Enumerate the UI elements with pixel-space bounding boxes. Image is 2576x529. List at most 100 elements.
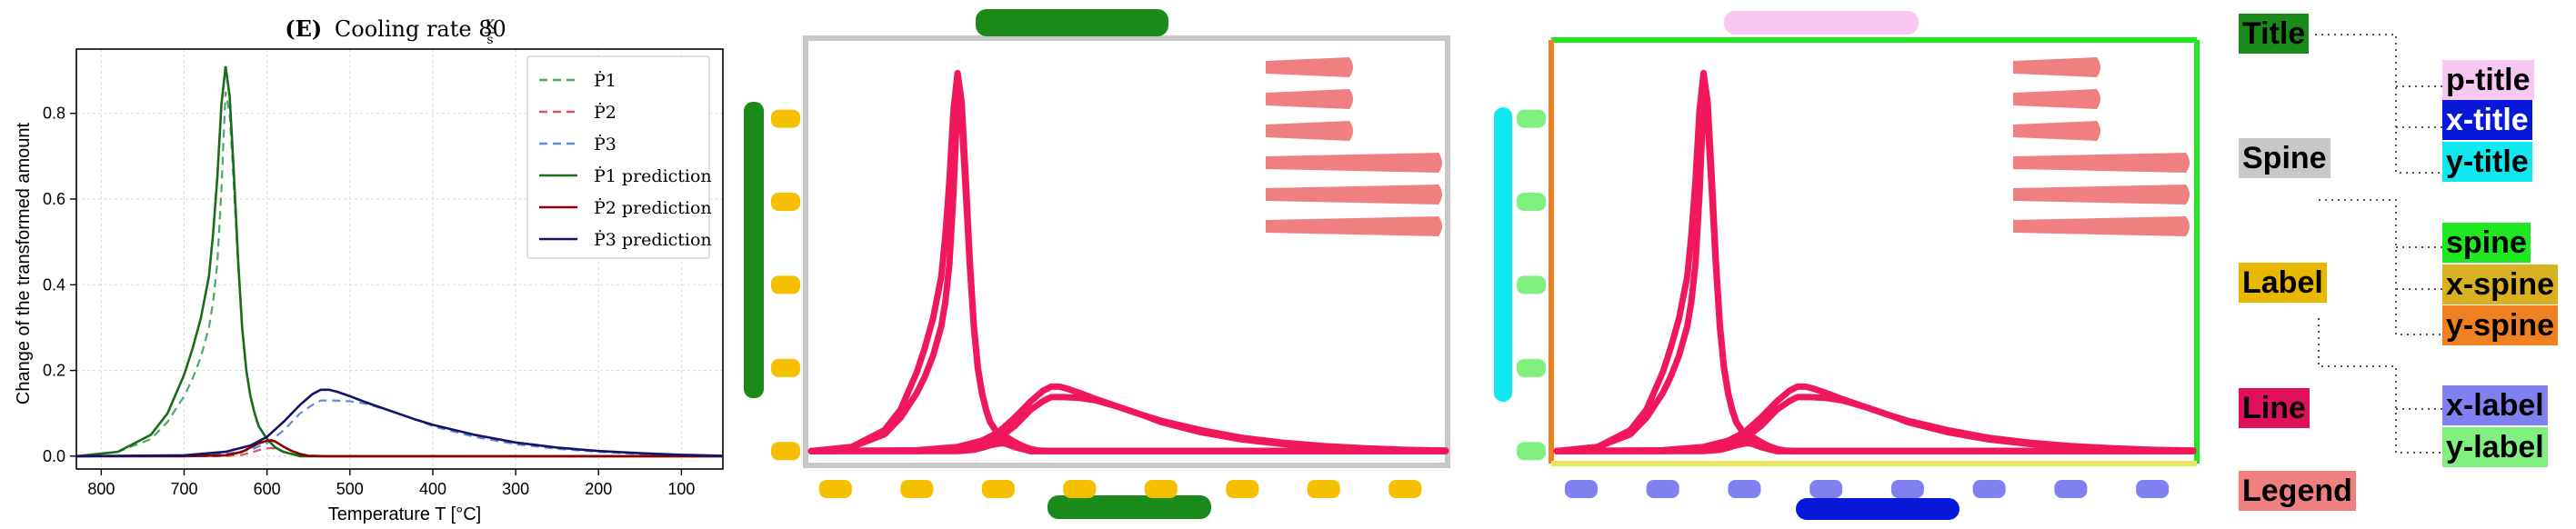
- y-tick-label: 0.0: [43, 447, 65, 465]
- y-tick-label-mask: [1517, 109, 1546, 128]
- chart-legend: Ṗ1 Ṗ2 Ṗ3 Ṗ1 prediction Ṗ2 prediction Ṗ3 predi…: [526, 55, 712, 259]
- tree-spine-child-node: spine: [2442, 223, 2531, 263]
- y-tick-label-mask: [771, 442, 800, 461]
- tree-y-label-node: y-label: [2442, 427, 2548, 467]
- x-tick-label-mask: [1728, 480, 1761, 498]
- legend-entry-label: Ṗ1: [594, 70, 616, 91]
- connector-spine: [2319, 199, 2444, 335]
- x-tick-label-mask: [1646, 480, 1679, 498]
- connector-title: [2315, 34, 2444, 174]
- line-masks-detailed: [1553, 69, 2197, 454]
- tree-p-title-node: p-title: [2442, 60, 2534, 100]
- x-tick-label-mask: [981, 480, 1015, 498]
- legend-entry-mask: [1266, 121, 1353, 141]
- spine-mask: [803, 35, 1450, 468]
- series-line-3: [76, 399, 724, 457]
- line-mask-5: [1553, 432, 2197, 454]
- x-tick-label-mask: [2136, 480, 2170, 498]
- legend-entry-label: Ṗ2: [594, 102, 616, 123]
- tree-x-label-node: x-label: [2442, 385, 2548, 425]
- x-tick-label-mask: [818, 480, 852, 498]
- x-tick-label-mask: [1063, 480, 1097, 498]
- x-axis-ticks: 800 700 600 500 400 300 200 100: [87, 469, 695, 498]
- tree-spine-node: Spine: [2239, 138, 2330, 178]
- y-title-mask-detailed: [1494, 107, 1512, 402]
- x-tick-label-mask: [1564, 480, 1598, 498]
- x-tick-label: 700: [170, 480, 197, 498]
- x-tick-label: 500: [336, 480, 364, 498]
- tree-title-node: Title: [2239, 14, 2310, 54]
- series-line-5: [76, 439, 723, 458]
- legend-entry-label: Ṗ2 prediction: [594, 197, 712, 218]
- title-mask: [976, 9, 1168, 36]
- line-masks: [807, 69, 1449, 454]
- tree-x-spine-node: x-spine: [2442, 264, 2559, 304]
- legend-entry-mask: [1266, 185, 1442, 205]
- legend-entry-mask: [2013, 121, 2100, 141]
- legend-masks-detailed: [2013, 57, 2190, 236]
- y-tick-label-mask: [771, 275, 800, 294]
- legend-entry-label: Ṗ3: [594, 134, 616, 155]
- x-tick-label: 300: [502, 480, 529, 498]
- y-tick-label-mask: [771, 358, 800, 377]
- connector-label: [2318, 318, 2444, 454]
- y-tick-label: 0.6: [43, 190, 65, 208]
- x-label-masks-detailed: [1564, 480, 2170, 498]
- chart-title-text: Cooling rate 80: [335, 16, 506, 42]
- y-tick-label-mask: [1517, 442, 1546, 461]
- y-axis-ticks: 0.0 0.2 0.4 0.6 0.8: [43, 105, 76, 465]
- y-title-mask: [744, 102, 764, 398]
- y-tick-label-mask: [1517, 358, 1546, 377]
- legend-entry-mask: [1266, 89, 1353, 109]
- x-tick-label: 600: [254, 480, 281, 498]
- x-tick-label-mask: [1307, 480, 1340, 498]
- legend-entry-label: Ṗ3 prediction: [594, 229, 712, 250]
- chart-plot-frame: [75, 48, 724, 470]
- y-tick-label: 0.8: [43, 105, 65, 123]
- y-tick-label-mask: [1517, 275, 1546, 294]
- legend-entry-mask: [1266, 57, 1353, 77]
- line-mask-6: [1553, 383, 2197, 454]
- x-tick-label-mask: [1809, 480, 1843, 498]
- detailed-mask-panel: [1494, 11, 2200, 520]
- chart-title-fraction: K s: [485, 18, 496, 47]
- original-chart-panel: 800 700 600 500 400 300 200 100 0.0 0.2 0.4 0.6 0.8…: [14, 15, 724, 524]
- series-line-6: [75, 388, 724, 458]
- y-label-masks-detailed: [1517, 109, 1546, 461]
- legend-entry-mask: [1266, 153, 1442, 173]
- x-tick-label: 100: [667, 480, 695, 498]
- x-tick-label-mask: [1226, 480, 1259, 498]
- legend-masks: [1266, 57, 1442, 236]
- chart-title-fraction-numerator: K: [486, 18, 496, 33]
- tree-y-title-node: y-title: [2442, 142, 2532, 182]
- tree-x-title-node: x-title: [2442, 100, 2532, 140]
- y-label-masks: [771, 109, 800, 461]
- y-tick-label-mask: [771, 109, 800, 128]
- element-mask-panel: [744, 9, 1450, 519]
- x-tick-label-mask: [1972, 480, 2006, 498]
- tree-y-spine-node: y-spine: [2442, 305, 2559, 345]
- legend-frame: [526, 55, 710, 259]
- chart-title: (E) Cooling rate 80: [285, 15, 506, 42]
- x-title-mask: [1047, 495, 1211, 519]
- line-mask-6: [807, 383, 1449, 454]
- y-tick-label: 0.4: [43, 275, 65, 294]
- legend-entry-mask: [2013, 89, 2100, 109]
- legend-entry-mask: [2013, 185, 2190, 205]
- x-title-mask-detailed: [1796, 498, 1960, 520]
- line-mask-5: [807, 432, 1449, 454]
- y-tick-label-mask: [1517, 193, 1546, 211]
- x-tick-label-mask: [1144, 480, 1178, 498]
- legend-entry-mask: [2013, 153, 2190, 173]
- tree-legend-node: Legend: [2239, 471, 2356, 511]
- chart-title-fraction-denominator: s: [486, 33, 493, 47]
- legend-entry-mask: [2013, 216, 2190, 236]
- x-tick-label: 200: [585, 480, 612, 498]
- x-axis-title: Temperature T [°C]: [328, 504, 481, 524]
- x-tick-label-mask: [1890, 480, 1924, 498]
- legend-entry-label: Ṗ1 prediction: [594, 165, 712, 186]
- chart-title-prefix: (E): [285, 15, 322, 42]
- x-tick-label: 400: [419, 480, 446, 498]
- x-tick-label-mask: [1388, 480, 1422, 498]
- x-tick-label-mask: [2054, 480, 2088, 498]
